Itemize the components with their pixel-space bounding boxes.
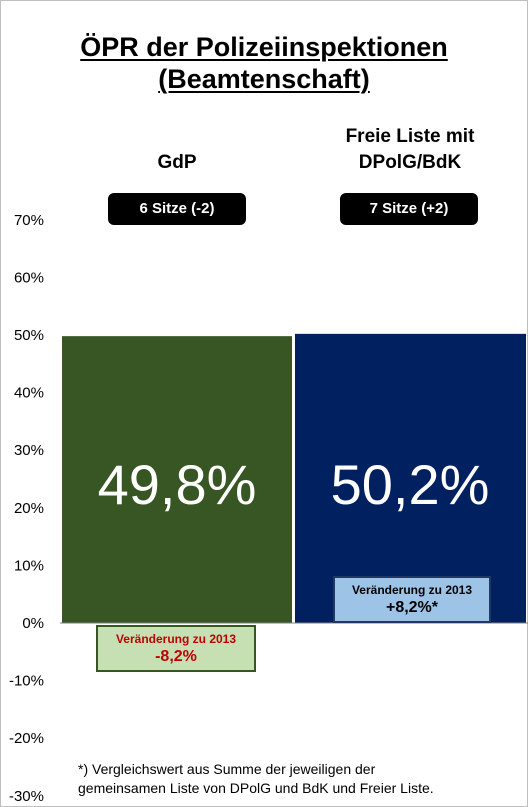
y-tick-label: 60% [14, 269, 44, 286]
y-tick-label: 50% [14, 327, 44, 344]
category-label-freie-liste-line-2: DPolG/BdK [358, 152, 462, 173]
y-tick-label: 0% [22, 615, 44, 632]
y-tick-label: -10% [9, 673, 44, 690]
y-tick-label: -30% [9, 788, 44, 805]
value-label-freie-liste: 50,2% [330, 453, 490, 516]
seat-badge-gdp: 6 Sitze (-2) [108, 193, 246, 225]
value-label-gdp: 49,8% [97, 453, 257, 516]
category-label-freie-liste-line-1: Freie Liste mit [345, 126, 475, 147]
y-tick-label: 10% [14, 557, 44, 574]
y-tick-label: 20% [14, 500, 44, 517]
chart-title-line-2: (Beamtenschaft) [158, 64, 370, 94]
y-tick-label: 70% [14, 212, 44, 229]
change-box-gdp-value: -8,2% [155, 648, 197, 665]
change-box-gdp-title: Veränderung zu 2013 [115, 632, 237, 646]
change-box-freie-liste-title: Veränderung zu 2013 [351, 583, 473, 597]
bar-freie-liste [295, 333, 526, 623]
change-box-freie-liste: Veränderung zu 2013 +8,2%* [333, 576, 491, 623]
y-tick-label: 40% [14, 385, 44, 402]
footnote: *) Vergleichswert aus Summe der jeweilig… [78, 760, 518, 798]
category-label-gdp-line-1: GdP [157, 152, 197, 173]
change-box-gdp: Veränderung zu 2013 -8,2% [96, 625, 256, 672]
seat-badge-freie-liste: 7 Sitze (+2) [340, 193, 478, 225]
y-tick-label: 30% [14, 442, 44, 459]
y-tick-label: -20% [9, 730, 44, 747]
category-label-gdp: GdP [62, 150, 292, 176]
chart-title-line-1: ÖPR der Polizeiinspektionen [80, 32, 448, 62]
footnote-line-1: *) Vergleichswert aus Summe der jeweilig… [78, 761, 376, 777]
category-label-freie-liste: Freie Liste mit DPolG/BdK [295, 124, 525, 176]
change-box-freie-liste-value: +8,2%* [385, 599, 439, 616]
footnote-line-2: gemeinsamen Liste von DPolG und BdK und … [78, 780, 434, 796]
bar-gdp [62, 336, 292, 623]
